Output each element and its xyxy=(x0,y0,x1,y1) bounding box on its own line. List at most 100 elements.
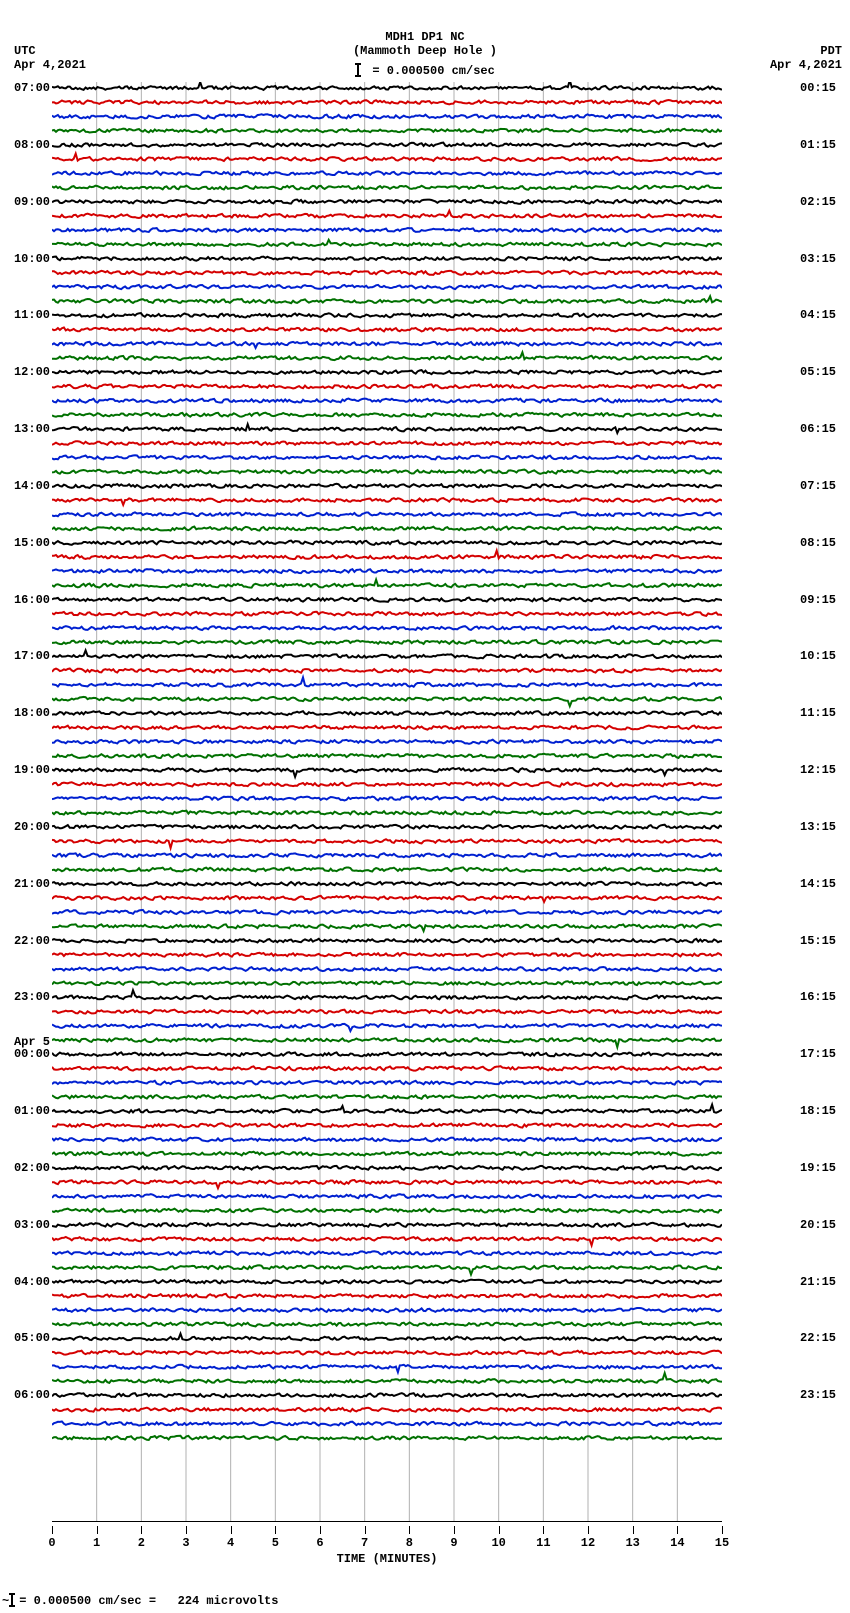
trace xyxy=(52,399,722,403)
header: MDH1 DP1 NC (Mammoth Deep Hole ) = 0.000… xyxy=(0,0,850,82)
y-label: 04:00 xyxy=(2,1276,50,1288)
y-label: 10:00 xyxy=(2,253,50,265)
trace xyxy=(52,1334,722,1341)
top-left-corner: UTC Apr 4,2021 xyxy=(14,44,86,72)
trace xyxy=(52,200,722,204)
trace xyxy=(52,1373,722,1383)
trace xyxy=(52,384,722,388)
y-label: 23:00 xyxy=(2,991,50,1003)
trace xyxy=(52,143,722,147)
y-label: 18:00 xyxy=(2,707,50,719)
title-line1: MDH1 DP1 NC xyxy=(0,30,850,44)
x-tick-label: 13 xyxy=(625,1536,639,1550)
trace xyxy=(52,612,722,616)
trace xyxy=(52,129,722,133)
trace xyxy=(52,598,722,602)
x-tick xyxy=(275,1526,276,1534)
y-label: 05:00 xyxy=(2,1332,50,1344)
trace xyxy=(52,82,722,90)
x-tick-label: 4 xyxy=(227,1536,234,1550)
scale-bar-icon xyxy=(355,63,361,77)
trace xyxy=(52,484,722,488)
trace xyxy=(52,455,722,459)
y-label: 03:00 xyxy=(2,1219,50,1231)
trace xyxy=(52,796,722,800)
x-tick-label: 0 xyxy=(48,1536,55,1550)
y-label: 04:15 xyxy=(800,309,848,321)
scale-text: = 0.000500 cm/sec xyxy=(372,64,494,78)
trace xyxy=(52,924,722,931)
trace xyxy=(52,328,722,332)
trace xyxy=(52,740,722,744)
trace xyxy=(52,1166,722,1170)
trace xyxy=(52,296,722,303)
trace xyxy=(52,1123,722,1127)
title-block: MDH1 DP1 NC (Mammoth Deep Hole ) xyxy=(0,30,850,58)
y-label: 14:15 xyxy=(800,878,848,890)
y-label: 18:15 xyxy=(800,1105,848,1117)
trace xyxy=(52,697,722,706)
x-tick xyxy=(320,1526,321,1534)
trace xyxy=(52,441,722,445)
y-label: 03:15 xyxy=(800,253,848,265)
trace xyxy=(52,1095,722,1099)
y-label: 23:15 xyxy=(800,1389,848,1401)
trace xyxy=(52,541,722,545)
trace xyxy=(52,498,722,505)
x-tick-label: 6 xyxy=(316,1536,323,1550)
x-tick xyxy=(499,1526,500,1534)
x-tick-label: 5 xyxy=(272,1536,279,1550)
x-axis: TIME (MINUTES) 0123456789101112131415 xyxy=(52,1526,722,1576)
y-label: 13:00 xyxy=(2,423,50,435)
trace xyxy=(52,271,722,275)
trace xyxy=(52,768,722,777)
trace xyxy=(52,839,722,848)
trace xyxy=(52,154,722,162)
trace xyxy=(52,1322,722,1326)
y-label: 00:15 xyxy=(800,82,848,94)
y-label: 19:15 xyxy=(800,1162,848,1174)
y-label: 15:00 xyxy=(2,537,50,549)
trace xyxy=(52,171,722,175)
y-label: 17:15 xyxy=(800,1048,848,1060)
trace xyxy=(52,1265,722,1274)
y-label: 05:15 xyxy=(800,366,848,378)
x-tick xyxy=(409,1526,410,1534)
y-label: 01:15 xyxy=(800,139,848,151)
y-label: 09:15 xyxy=(800,594,848,606)
helicorder-plot xyxy=(52,82,722,1522)
trace xyxy=(52,352,722,360)
trace xyxy=(52,1052,722,1056)
x-tick xyxy=(543,1526,544,1534)
trace xyxy=(52,257,722,261)
trace xyxy=(52,1066,722,1070)
trace xyxy=(52,650,722,658)
y-axis-right: 00:1501:1502:1503:1504:1505:1506:1507:15… xyxy=(800,82,848,1522)
trace xyxy=(52,512,722,516)
trace xyxy=(52,981,722,985)
trace xyxy=(52,470,722,474)
x-tick xyxy=(588,1526,589,1534)
y-label: 07:00 xyxy=(2,82,50,94)
x-tick xyxy=(97,1526,98,1534)
trace xyxy=(52,669,722,673)
y-label: 02:00 xyxy=(2,1162,50,1174)
y-label: 07:15 xyxy=(800,480,848,492)
trace xyxy=(52,1180,722,1188)
y-label: 16:00 xyxy=(2,594,50,606)
y-label: 22:00 xyxy=(2,935,50,947)
trace xyxy=(52,867,722,871)
trace xyxy=(52,677,722,687)
y-label: 16:15 xyxy=(800,991,848,1003)
trace xyxy=(52,370,722,374)
left-date: Apr 4,2021 xyxy=(14,58,86,72)
trace xyxy=(52,726,722,730)
trace xyxy=(52,527,722,531)
y-label: 09:00 xyxy=(2,196,50,208)
x-tick xyxy=(365,1526,366,1534)
trace xyxy=(52,1081,722,1085)
trace xyxy=(52,228,722,232)
trace xyxy=(52,1393,722,1397)
y-label: 08:00 xyxy=(2,139,50,151)
trace xyxy=(52,711,722,715)
